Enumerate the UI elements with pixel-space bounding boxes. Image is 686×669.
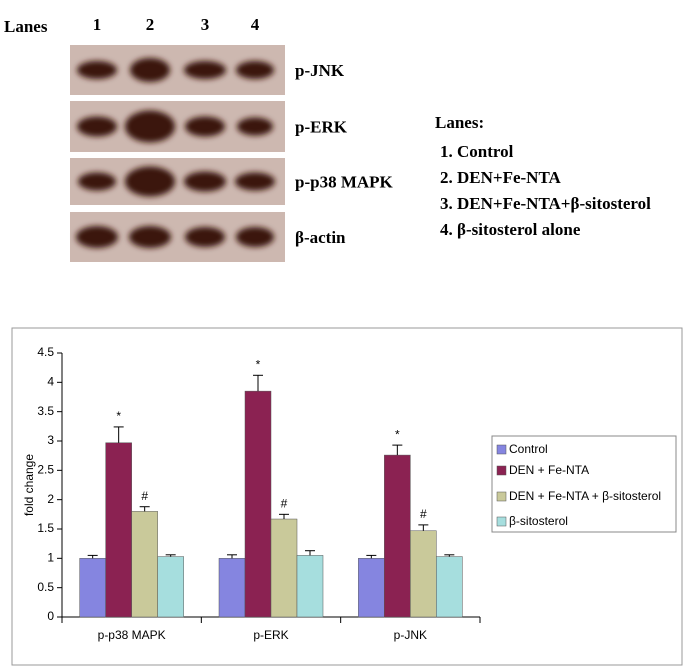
blot-band <box>125 166 175 197</box>
lane-number: 2 <box>146 15 155 34</box>
y-tick-label: 4.5 <box>37 345 54 359</box>
blot-band <box>185 116 225 137</box>
error-bar <box>253 374 263 392</box>
blot-band <box>129 226 171 248</box>
bar <box>410 530 437 618</box>
bar <box>218 558 246 618</box>
y-axis-label: fold change <box>22 454 36 516</box>
lane-legend-item: 1. Control <box>440 142 514 161</box>
lane-number: 1 <box>93 15 102 34</box>
protein-label: p-p38 MAPK <box>295 173 394 192</box>
bar <box>131 511 158 618</box>
bar <box>296 555 324 618</box>
protein-label: p-JNK <box>295 61 345 80</box>
bar <box>105 442 132 618</box>
lanes-label: Lanes <box>4 17 48 36</box>
y-tick-label: 0.5 <box>37 580 54 594</box>
blot-band <box>78 172 116 191</box>
blot-band <box>236 227 274 247</box>
y-tick-label: 3.5 <box>37 404 54 418</box>
y-tick-label: 0 <box>47 609 54 623</box>
lane-number: 3 <box>201 15 210 34</box>
blot-band <box>184 171 226 192</box>
protein-label: p-ERK <box>295 118 348 137</box>
x-tick-label: p-JNK <box>394 628 427 642</box>
error-bar <box>418 524 429 531</box>
chart-frame <box>11 327 683 666</box>
blot-band <box>76 226 118 248</box>
blot-band <box>235 172 275 191</box>
bar <box>384 454 411 618</box>
blot-band <box>77 116 117 137</box>
y-tick-label: 1 <box>47 551 54 565</box>
legend-label: DEN + Fe-NTA + β-sitosterol <box>509 489 661 503</box>
x-tick-label: p-ERK <box>253 628 288 642</box>
blot-band <box>130 58 170 82</box>
y-tick-label: 1.5 <box>37 521 54 535</box>
y-tick-label: 3 <box>47 433 54 447</box>
blot-band <box>185 227 225 247</box>
bar <box>436 556 463 618</box>
significance-mark: # <box>141 489 148 503</box>
y-tick-label: 2.5 <box>37 463 54 477</box>
bar <box>157 556 184 618</box>
blot-band <box>77 61 117 79</box>
blot-band <box>184 61 226 79</box>
legend-swatch <box>496 516 507 527</box>
lane-number: 4 <box>251 15 260 34</box>
significance-mark: # <box>281 497 288 511</box>
x-tick-label: p-p38 MAPK <box>98 628 166 642</box>
legend-swatch <box>496 444 507 455</box>
legend-label: DEN + Fe-NTA <box>509 463 589 477</box>
y-tick-label: 2 <box>47 492 54 506</box>
blot-band <box>125 110 175 143</box>
lane-legend-item: 2. DEN+Fe-NTA <box>440 168 562 187</box>
error-bar <box>366 554 377 559</box>
chart: fold change 0 0.5 1 1.5 2 2.5 3 3.5 4 4.5 p-p38 MA… <box>22 345 677 642</box>
lane-legend-item: 4. β-sitosterol alone <box>440 220 581 239</box>
significance-mark: * <box>116 409 121 423</box>
error-bar <box>279 513 289 520</box>
error-bar <box>392 444 403 456</box>
error-bar <box>227 554 237 559</box>
western-blot: Lanes Lanes: 1 2 3 4 p-JNK p-ERK p-p38 MAPK β-a… <box>4 15 651 262</box>
significance-mark: * <box>256 357 261 371</box>
blot-band <box>237 117 273 136</box>
legend-box <box>491 435 677 533</box>
legend-label: Control <box>509 442 548 456</box>
legend-swatch <box>496 465 507 476</box>
y-tick-label: 4 <box>47 375 54 389</box>
lane-legend-item: 3. DEN+Fe-NTA+β-sitosterol <box>440 194 651 213</box>
error-bar <box>139 506 150 512</box>
error-bar <box>87 554 98 559</box>
legend-swatch <box>496 491 507 502</box>
bar <box>244 390 272 618</box>
bar <box>270 518 298 618</box>
error-bar <box>113 426 124 443</box>
error-bar <box>444 554 455 557</box>
significance-mark: # <box>420 507 427 521</box>
error-bar <box>165 554 176 557</box>
significance-mark: * <box>395 427 400 441</box>
blot-band <box>236 61 274 79</box>
bar <box>79 558 106 618</box>
legend-label: β-sitosterol <box>509 514 568 528</box>
protein-label: β-actin <box>295 228 346 247</box>
lane-legend-title: Lanes: <box>435 113 484 132</box>
bar <box>358 558 385 618</box>
error-bar <box>305 550 315 556</box>
